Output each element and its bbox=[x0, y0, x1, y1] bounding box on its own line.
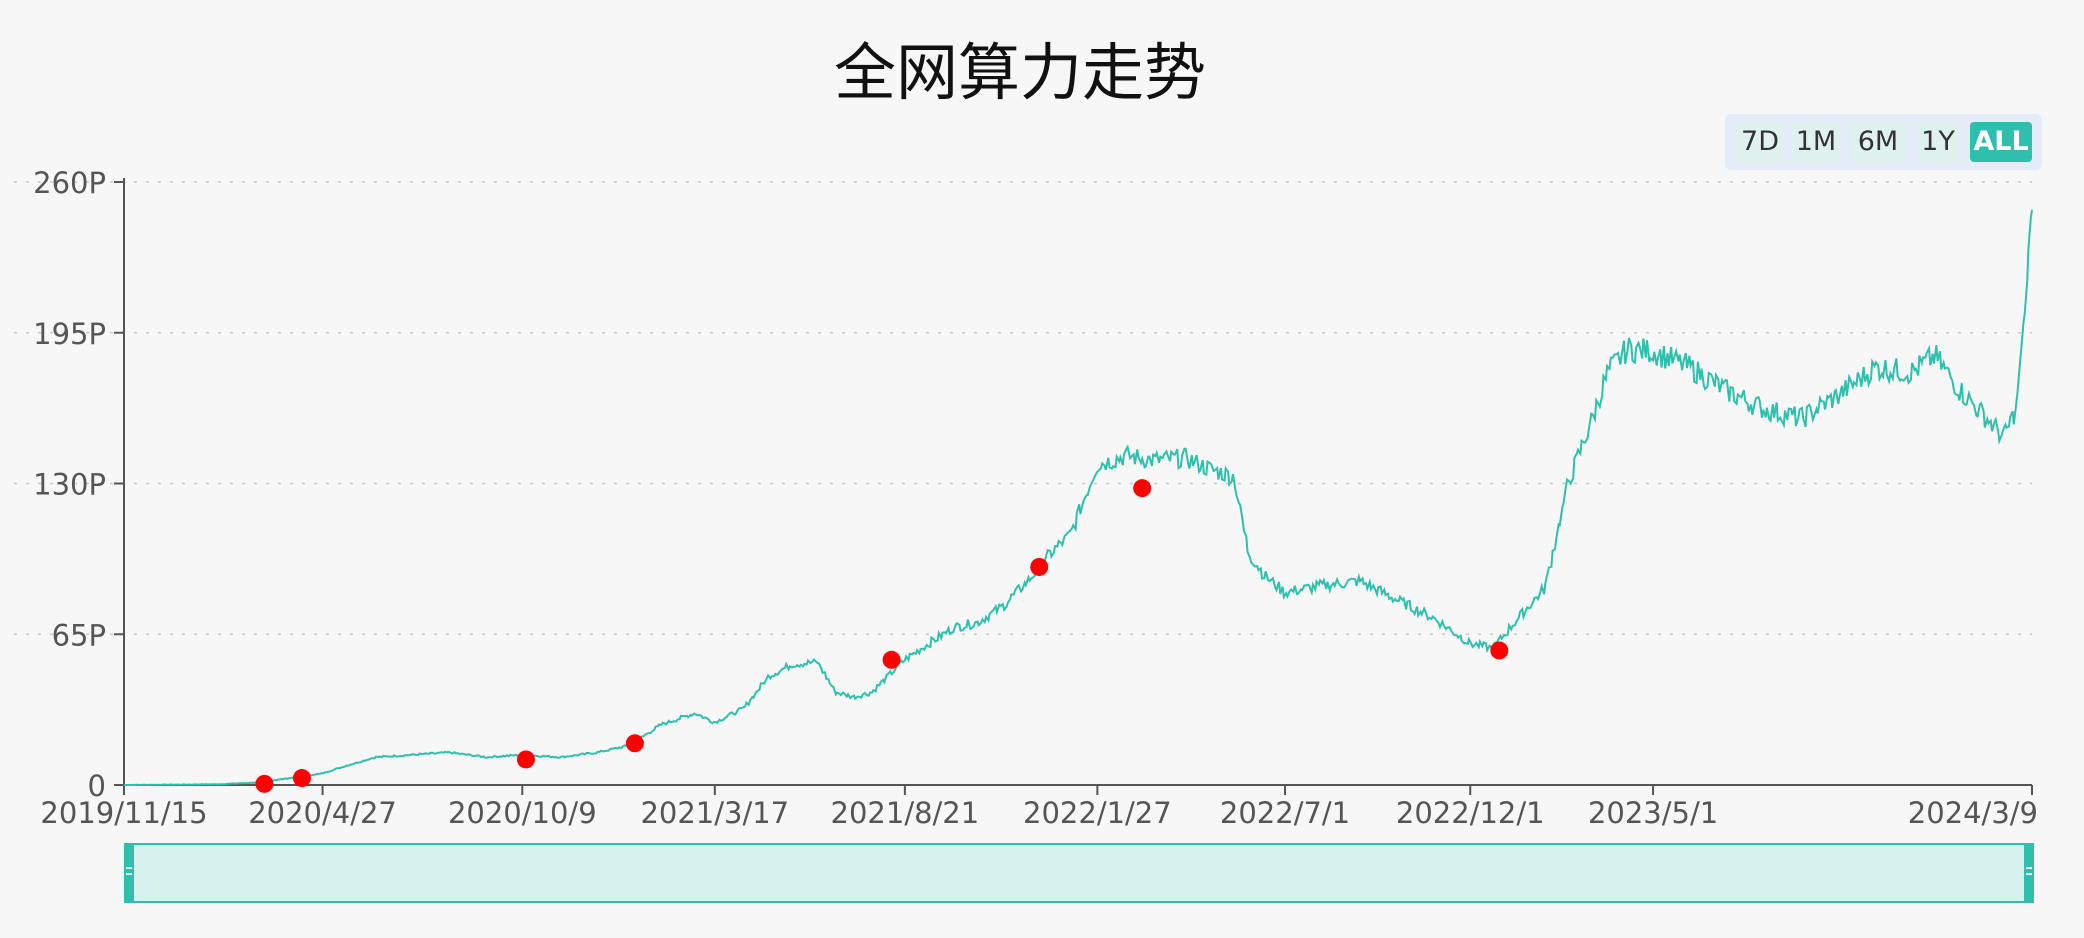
range-button-7d[interactable]: 7D bbox=[1736, 122, 1784, 162]
y-tick-label: 260P bbox=[33, 166, 106, 200]
y-tick-label: 130P bbox=[33, 468, 106, 502]
range-button-all[interactable]: ALL bbox=[1970, 122, 2032, 162]
x-tick-label: 2020/4/27 bbox=[248, 796, 397, 830]
x-tick-label: 2021/8/21 bbox=[831, 796, 980, 830]
range-navigator[interactable] bbox=[124, 843, 2034, 903]
range-button-1m[interactable]: 1M bbox=[1792, 122, 1840, 162]
series-layer bbox=[124, 209, 2033, 787]
x-tick-label: 2020/10/9 bbox=[448, 796, 597, 830]
series-line bbox=[124, 209, 2033, 787]
range-button-6m[interactable]: 6M bbox=[1851, 122, 1905, 162]
x-tick-label: 2022/7/1 bbox=[1220, 796, 1350, 830]
range-button-1y[interactable]: 1Y bbox=[1918, 122, 1958, 162]
event-marker bbox=[292, 769, 311, 788]
x-tick-label: 2019/11/15 bbox=[40, 796, 207, 830]
axes: 0 65P 130P 195P 260P 2019/11/15 2020/4/27 2020/… bbox=[33, 166, 2038, 830]
x-tick-label: 2023/5/1 bbox=[1588, 796, 1718, 830]
markers-layer bbox=[255, 479, 1509, 793]
grip-icon bbox=[126, 867, 132, 875]
event-marker bbox=[1030, 557, 1049, 576]
y-tick-label: 195P bbox=[33, 317, 106, 351]
gridlines bbox=[14, 181, 2032, 635]
range-selector: 7D 1M 6M 1Y ALL bbox=[1725, 114, 2042, 170]
event-marker bbox=[1133, 479, 1152, 498]
navigator-left-handle[interactable] bbox=[124, 843, 134, 903]
x-tick-label: 2022/1/27 bbox=[1023, 796, 1172, 830]
event-marker bbox=[1490, 641, 1509, 660]
chart-title: 全网算力走势 bbox=[833, 36, 1206, 109]
event-marker bbox=[625, 734, 644, 753]
y-tick-label: 0 bbox=[88, 769, 106, 803]
event-marker bbox=[255, 774, 274, 793]
x-tick-label: 2022/12/1 bbox=[1396, 796, 1545, 830]
event-marker bbox=[516, 750, 535, 769]
y-tick-label: 65P bbox=[52, 618, 106, 652]
grip-icon bbox=[2026, 867, 2032, 875]
navigator-right-handle[interactable] bbox=[2024, 843, 2034, 903]
event-marker bbox=[882, 650, 901, 669]
x-tick-label: 2024/3/9 bbox=[1908, 796, 2038, 830]
x-tick-label: 2021/3/17 bbox=[640, 796, 789, 830]
